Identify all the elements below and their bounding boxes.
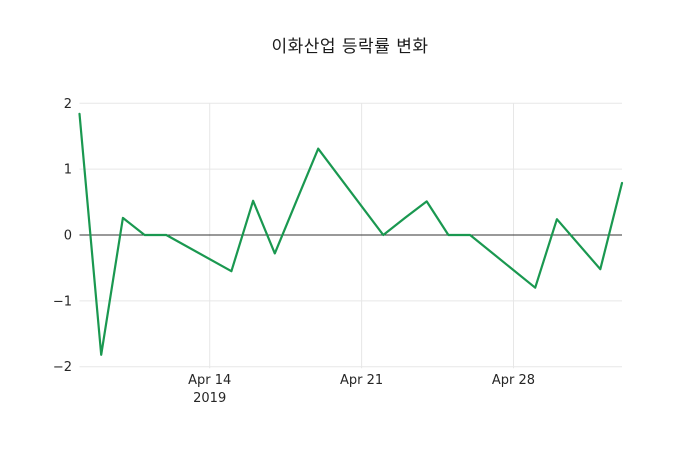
chart-title: 이화산업 등락률 변화 [271,37,429,57]
y-tick-label: 2 [64,97,72,112]
y-tick-label: −1 [53,294,72,309]
x-tick-label: Apr 21 [340,373,383,388]
series-line [78,112,624,356]
y-tick-label: −2 [53,360,72,375]
x-tick-label: Apr 14 [188,373,231,388]
y-tick-label: 0 [64,229,72,244]
x-tick-sublabel: 2019 [193,391,226,406]
x-tick-label: Apr 28 [492,373,535,388]
y-tick-label: 1 [64,163,72,178]
